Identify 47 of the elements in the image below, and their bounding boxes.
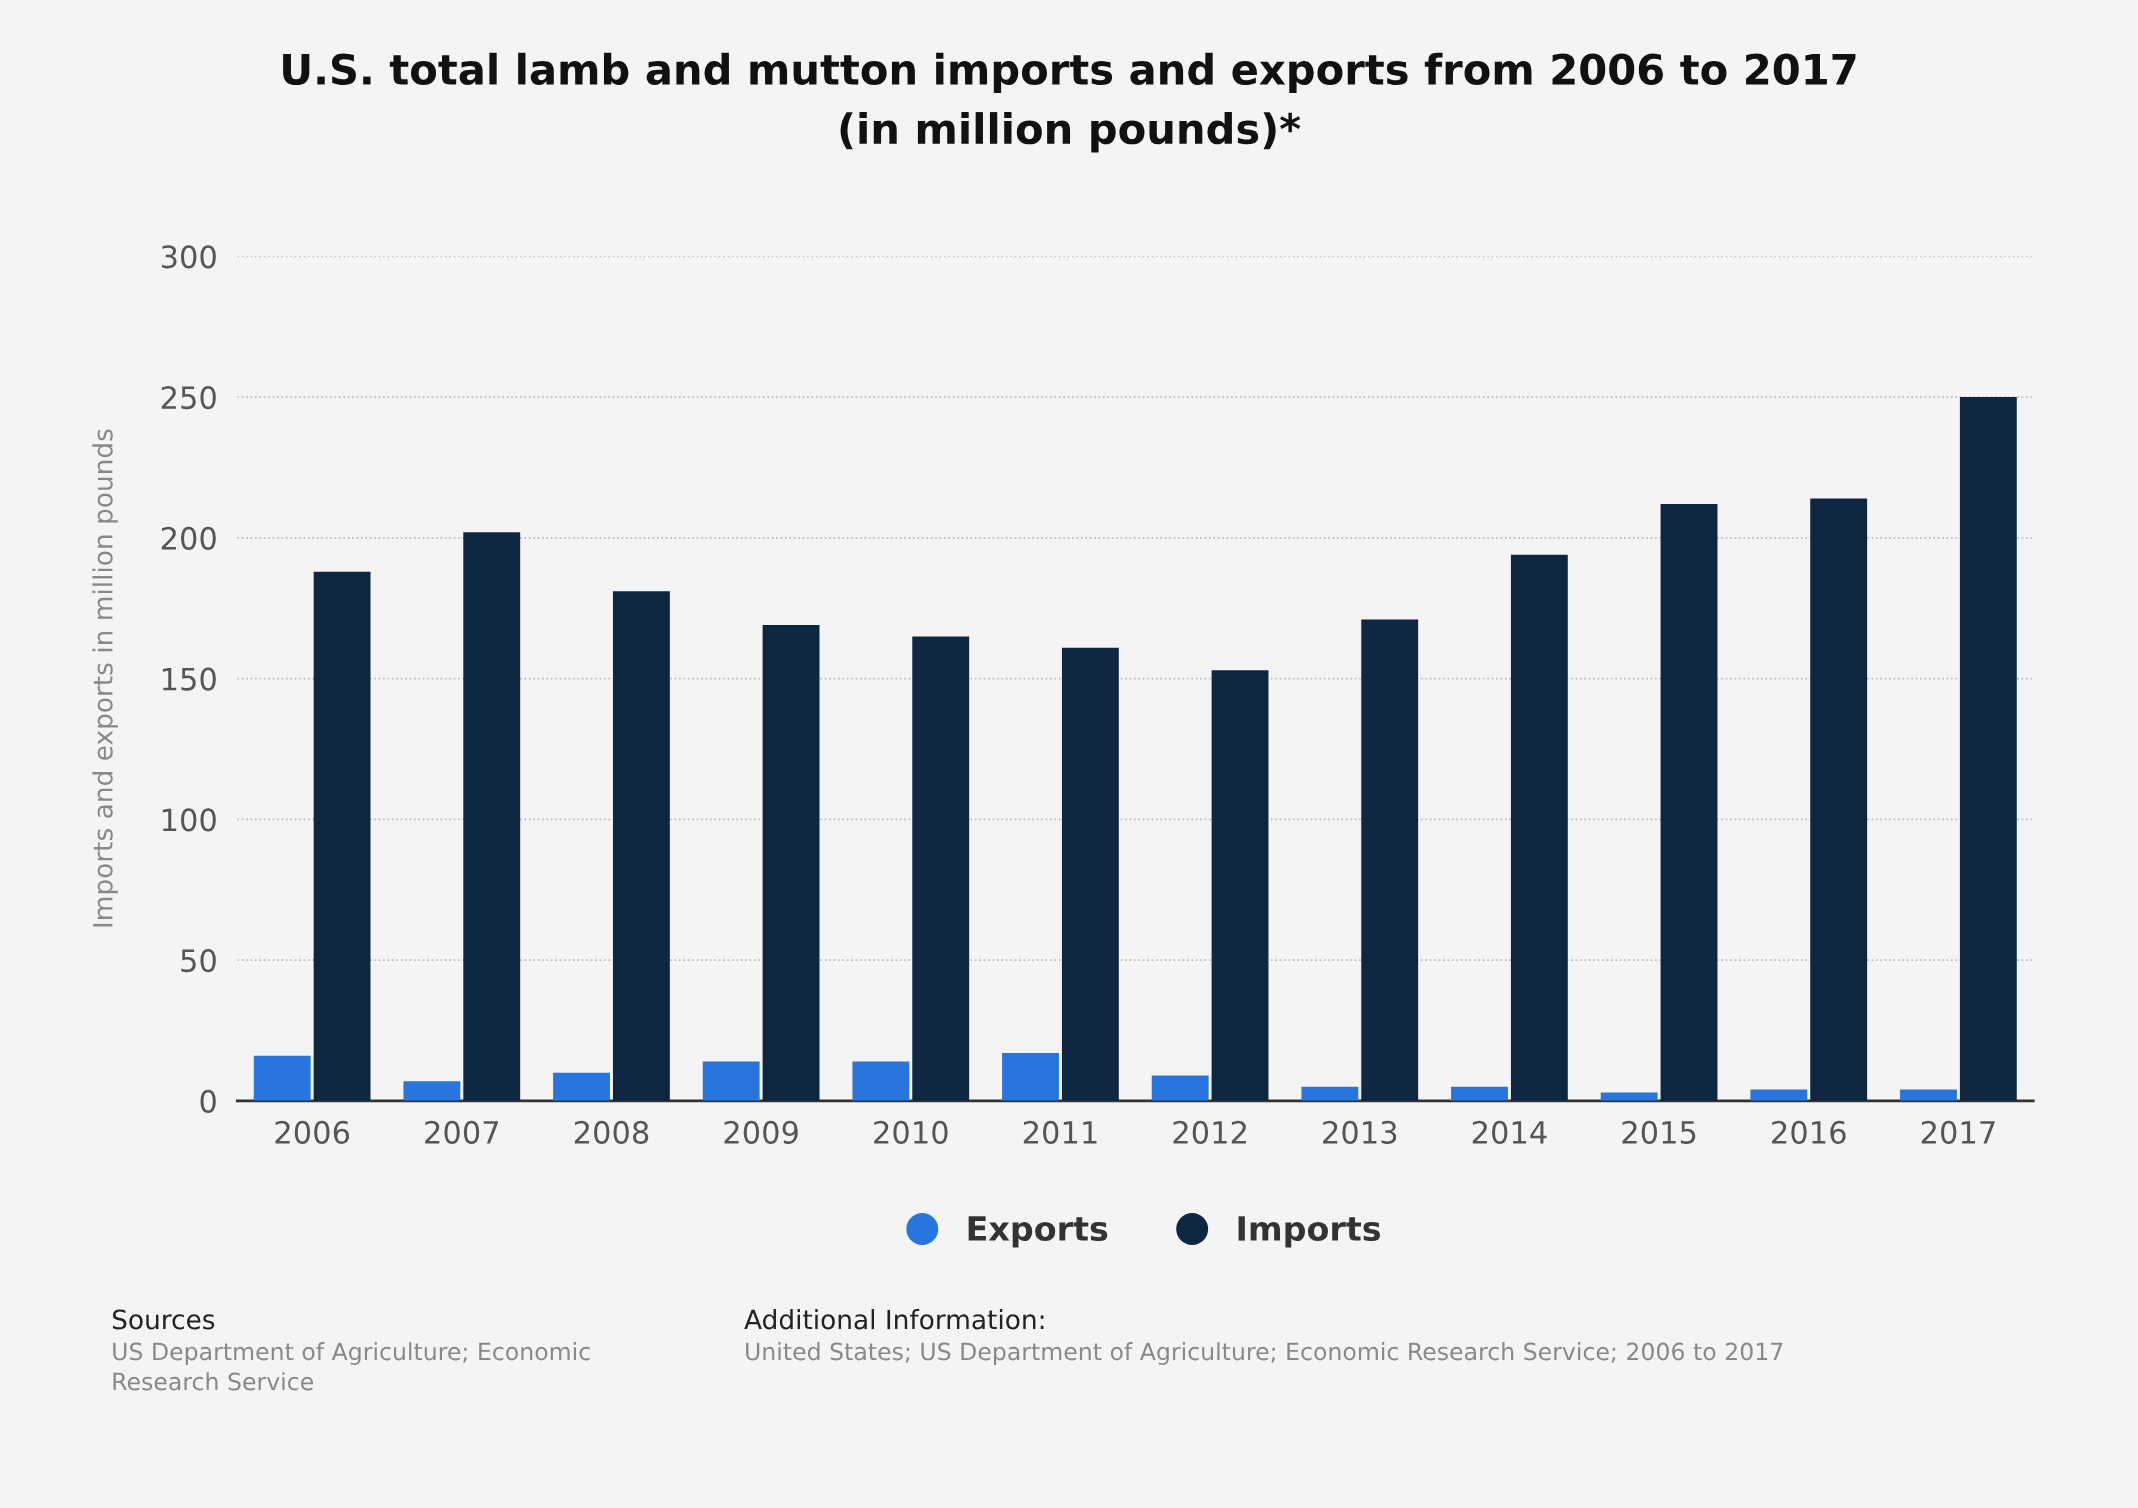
y-tick-label: 150 — [162, 667, 216, 691]
bar — [762, 625, 820, 1101]
y-tick-label: 250 — [161, 386, 216, 410]
bar — [1361, 619, 1419, 1101]
x-tick-label: 2014 — [1472, 1120, 1547, 1144]
x-tick-label: 2007 — [425, 1120, 499, 1144]
bar — [702, 1061, 760, 1101]
bar — [1510, 554, 1568, 1101]
bar — [1660, 504, 1718, 1101]
bar — [1810, 498, 1868, 1101]
bar — [1451, 1086, 1508, 1101]
bar — [1211, 670, 1269, 1101]
x-tick-label: 2011 — [1023, 1120, 1097, 1144]
x-tick-label: 2010 — [874, 1120, 948, 1144]
x-tick-label: 2013 — [1323, 1120, 1397, 1144]
source-note: Sources US Department of Agriculture; Economic Research Service — [112, 1309, 590, 1391]
bar — [852, 1061, 910, 1101]
bar — [1151, 1075, 1209, 1101]
y-tick-label: 100 — [162, 808, 216, 832]
y-tick-label: 50 — [181, 949, 216, 973]
bar — [1959, 397, 2017, 1101]
y-tick-label: 300 — [161, 245, 216, 269]
x-tick-label: 2017 — [1921, 1120, 1995, 1144]
bar — [553, 1072, 610, 1101]
y-axis-title: Imports and exports in million pounds — [92, 429, 118, 927]
chart-title: U.S. total lamb and mutton imports and exports from 2006 to 2017 (in million pounds)* — [283, 52, 1856, 153]
bar — [612, 591, 670, 1101]
x-tick-label: 2016 — [1772, 1120, 1846, 1144]
bar — [313, 571, 371, 1101]
legend-label: Exports — [968, 1216, 1108, 1248]
bar — [463, 532, 521, 1101]
x-tick-label: 2012 — [1173, 1120, 1246, 1144]
bar — [1301, 1086, 1359, 1101]
x-tick-label: 2008 — [574, 1120, 649, 1144]
bar — [912, 636, 970, 1101]
bar — [403, 1081, 461, 1101]
text: Additional Information: United States; US Department of Agriculture; Economic Research Service; 2006 to 2017 — [744, 1309, 1783, 1365]
bar — [1002, 1052, 1059, 1101]
bar — [1600, 1092, 1658, 1101]
x-tick-label: 2009 — [724, 1120, 798, 1144]
bar — [1061, 647, 1119, 1101]
bar — [253, 1055, 311, 1101]
x-tick-label: 2015 — [1622, 1120, 1696, 1144]
x-tick-label: 2006 — [275, 1120, 350, 1144]
y-tick-label: 0 — [200, 1089, 216, 1113]
y-tick-label: 200 — [161, 526, 216, 550]
legend-label: Imports — [1238, 1216, 1381, 1248]
